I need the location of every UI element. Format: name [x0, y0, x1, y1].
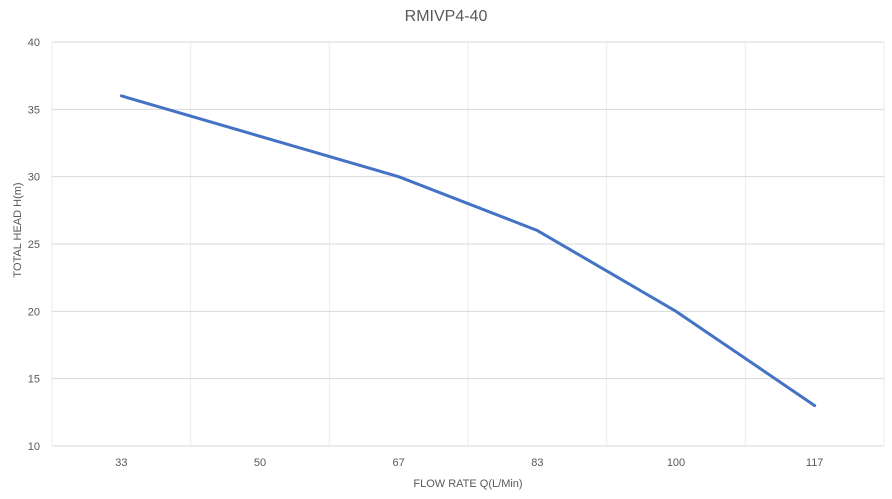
y-tick-label: 15 [28, 374, 40, 386]
x-tick-label: 117 [806, 457, 824, 469]
y-tick-label: 40 [28, 37, 40, 49]
y-axis-ticks: 10 15 20 25 30 35 40 [28, 37, 40, 453]
y-axis-label: TOTAL HEAD H(m) [12, 182, 24, 277]
y-tick-label: 10 [28, 441, 40, 453]
x-tick-label: 33 [115, 457, 127, 469]
series-layer [119, 94, 817, 408]
y-tick-label: 20 [28, 306, 40, 318]
series-line [119, 94, 817, 408]
y-tick-label: 35 [28, 104, 40, 116]
y-tick-label: 25 [28, 239, 40, 251]
x-tick-label: 67 [393, 457, 405, 469]
x-axis-ticks: 33 50 67 83 100 117 [115, 457, 823, 469]
x-axis-label: FLOW RATE Q(L/Min) [413, 478, 522, 490]
x-tick-label: 100 [667, 457, 685, 469]
y-tick-label: 30 [28, 172, 40, 184]
x-tick-label: 83 [531, 457, 543, 469]
gridlines [51, 41, 885, 447]
x-tick-label: 50 [254, 457, 266, 469]
chart-title: RMIVP4-40 [405, 8, 488, 25]
